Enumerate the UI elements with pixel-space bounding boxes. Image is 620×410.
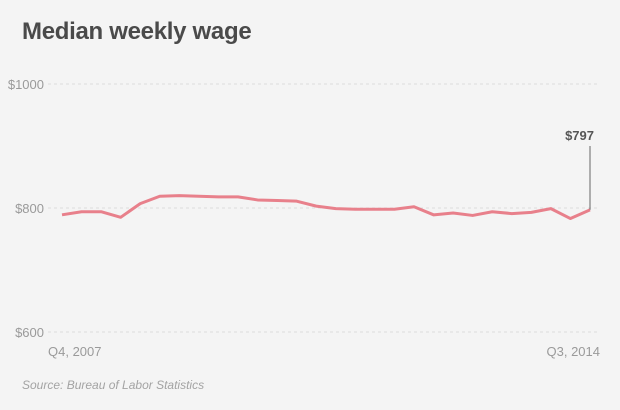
chart-title: Median weekly wage [22,18,252,45]
y-tick-label: $600 [15,325,44,340]
y-tick-label: $1000 [8,77,44,92]
x-tick-label: Q4, 2007 [48,344,102,359]
series-line [61,194,591,221]
y-tick-label: $800 [15,201,44,216]
annotation-label: $797 [565,128,594,143]
source-note: Source: Bureau of Labor Statistics [22,378,205,392]
x-tick-label: Q3, 2014 [547,344,601,359]
